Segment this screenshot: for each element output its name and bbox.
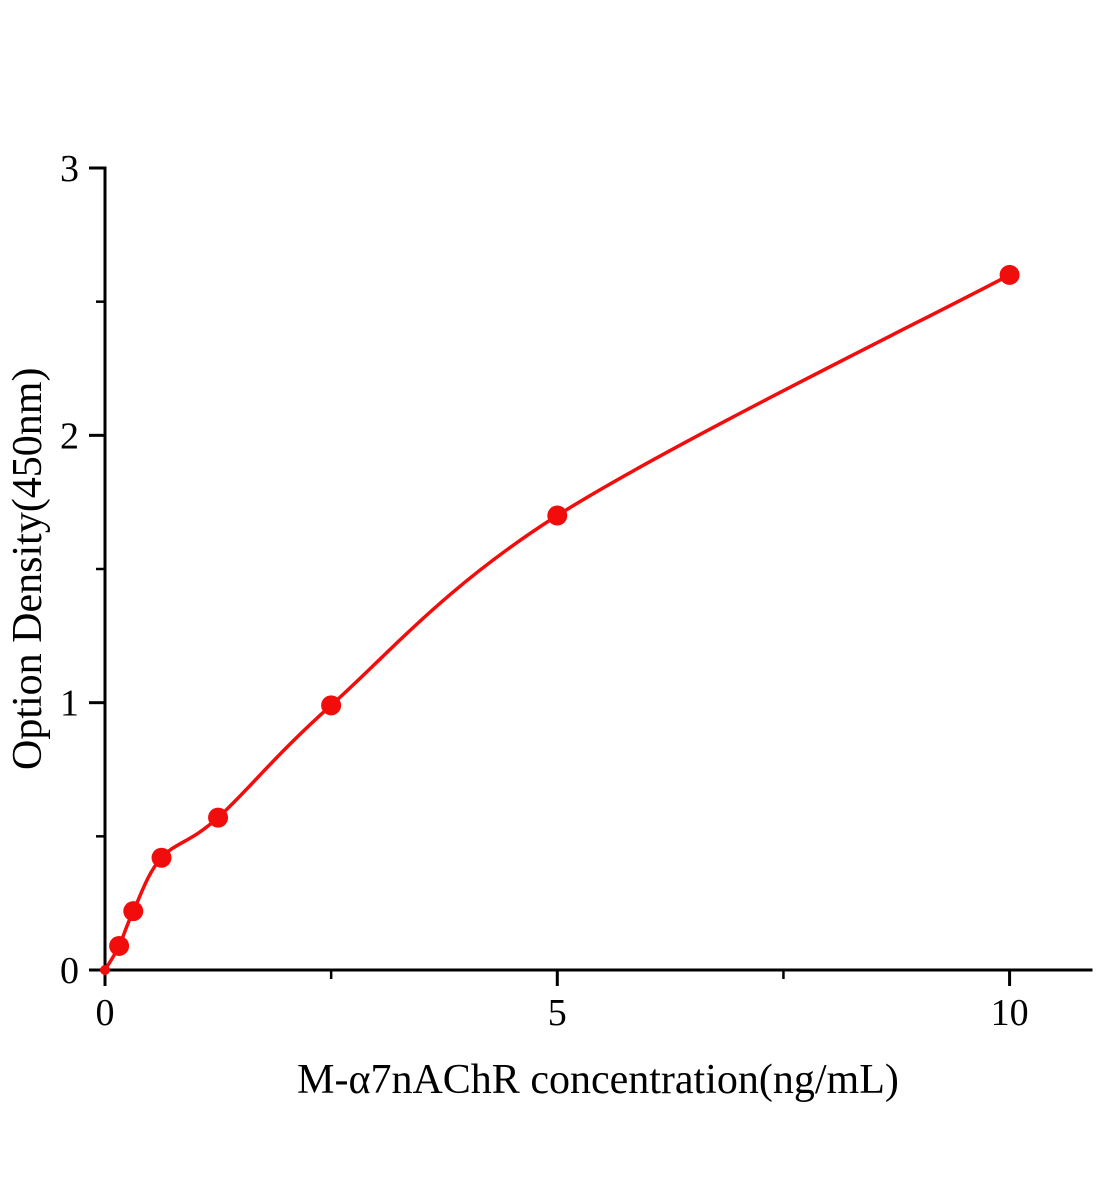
axes [103, 166, 1093, 972]
data-point [109, 935, 130, 956]
y-tick-label: 1 [60, 683, 79, 725]
data-point [547, 505, 568, 526]
x-tick-label: 10 [991, 992, 1029, 1034]
data-point [321, 695, 342, 716]
y-tick-label: 3 [60, 148, 79, 190]
data-point [208, 807, 229, 828]
data-point [999, 264, 1020, 285]
y-tick-label: 0 [60, 950, 79, 992]
fit-curve [103, 273, 1012, 972]
x-tick-label: 5 [548, 992, 567, 1034]
data-point [100, 965, 110, 975]
data-point [123, 901, 144, 922]
data-point [151, 847, 172, 868]
x-tick-label: 0 [96, 992, 115, 1034]
y-tick-label: 2 [60, 415, 79, 457]
x-axis-title: M-α7nAChR concentration(ng/mL) [297, 1057, 899, 1103]
